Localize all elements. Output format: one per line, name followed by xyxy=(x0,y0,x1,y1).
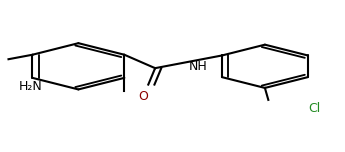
Text: NH: NH xyxy=(189,60,208,73)
Text: O: O xyxy=(138,90,148,103)
Text: Cl: Cl xyxy=(308,102,321,115)
Text: H₂N: H₂N xyxy=(19,80,42,93)
